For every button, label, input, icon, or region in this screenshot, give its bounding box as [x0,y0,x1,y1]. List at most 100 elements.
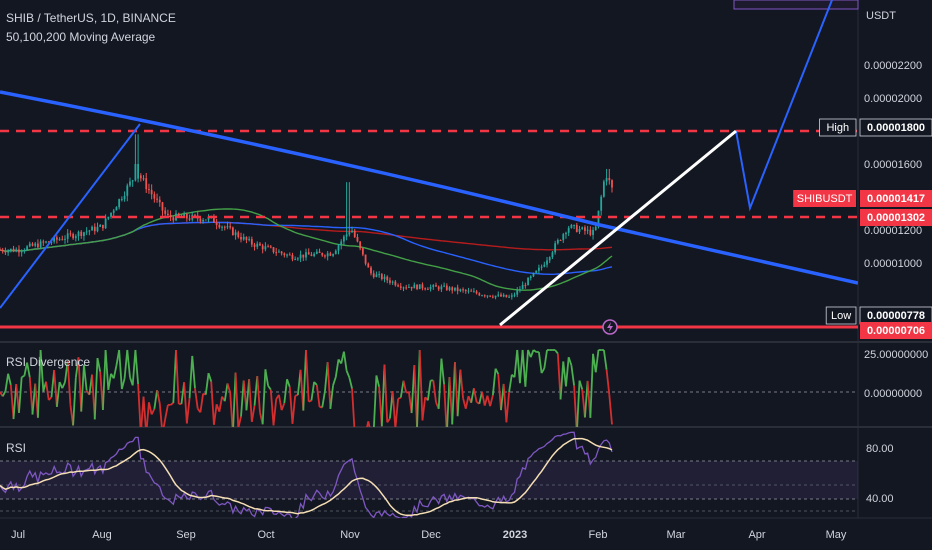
candle[interactable] [242,233,245,241]
candle[interactable] [413,282,416,289]
candle[interactable] [280,250,283,256]
price-tag[interactable]: SHIBUSDT 0.00001417 [793,190,932,207]
candle[interactable] [207,214,210,223]
candle[interactable] [221,225,223,231]
candle[interactable] [586,225,589,235]
candle[interactable] [324,254,326,259]
candle[interactable] [548,256,551,264]
candle[interactable] [454,287,456,292]
candle[interactable] [559,239,562,242]
candle[interactable] [245,236,248,244]
ascending-support-line[interactable] [499,129,737,327]
candle[interactable] [131,179,134,187]
candle[interactable] [426,287,429,290]
candle[interactable] [234,229,237,240]
candle[interactable] [164,207,167,216]
candle[interactable] [345,182,348,241]
price-tag[interactable]: 0.00001302 [860,209,932,226]
candle[interactable] [359,241,362,251]
candle[interactable] [556,238,559,245]
candle[interactable] [310,251,313,257]
candle[interactable] [356,233,359,243]
candle[interactable] [565,231,567,239]
candle[interactable] [39,239,42,249]
candle[interactable] [240,232,242,243]
candle[interactable] [99,224,102,228]
candle[interactable] [451,286,454,294]
price-tag[interactable]: Low 0.00000778 [825,306,932,325]
candle[interactable] [7,249,10,256]
candle[interactable] [264,242,267,252]
candle[interactable] [102,224,104,231]
candle[interactable] [418,284,421,290]
candle[interactable] [134,134,137,182]
candle[interactable] [543,261,546,268]
candle[interactable] [380,273,383,281]
candle[interactable] [340,239,343,250]
candle[interactable] [570,223,573,229]
candle[interactable] [513,292,516,298]
candle[interactable] [139,173,142,182]
candle[interactable] [383,274,386,283]
candle[interactable] [83,231,85,241]
candle[interactable] [296,257,299,261]
candle[interactable] [58,237,61,241]
candle[interactable] [215,219,218,230]
projection-path[interactable] [735,0,833,212]
candle[interactable] [202,217,204,224]
candle[interactable] [529,275,532,281]
candle[interactable] [42,239,45,246]
candle[interactable] [391,280,394,285]
candle[interactable] [47,241,50,243]
candle[interactable] [253,242,256,251]
candle[interactable] [218,222,221,229]
candle[interactable] [467,287,470,294]
candle[interactable] [158,196,161,207]
candle[interactable] [307,248,310,255]
candle[interactable] [329,251,332,257]
candle[interactable] [9,248,12,253]
candle[interactable] [497,291,500,298]
candle[interactable] [129,177,131,188]
candle[interactable] [326,251,329,261]
candle[interactable] [510,293,513,300]
candle[interactable] [305,248,307,261]
candle[interactable] [521,281,524,290]
candle[interactable] [123,191,126,202]
candle[interactable] [527,277,529,286]
candle[interactable] [288,252,291,256]
candle[interactable] [0,247,1,251]
candle[interactable] [120,196,123,202]
candle[interactable] [172,215,175,223]
candle[interactable] [348,182,351,237]
candle[interactable] [64,235,66,244]
candle[interactable] [283,252,286,258]
candle[interactable] [464,289,467,294]
candle[interactable] [275,247,278,256]
candle[interactable] [611,179,613,193]
candle[interactable] [475,289,478,295]
candle[interactable] [148,183,150,194]
candle[interactable] [332,253,334,258]
candle[interactable] [302,254,305,262]
candle[interactable] [605,168,608,186]
candle[interactable] [15,247,18,253]
candle[interactable] [478,292,481,297]
candle[interactable] [399,282,402,291]
candle[interactable] [351,226,353,233]
candle[interactable] [505,294,508,298]
candle[interactable] [23,248,26,254]
candle[interactable] [118,198,121,210]
candle[interactable] [93,223,96,235]
candle[interactable] [567,225,570,237]
candle[interactable] [470,288,473,292]
candle[interactable] [85,227,88,236]
candle[interactable] [213,214,215,223]
candle[interactable] [31,242,34,247]
candle[interactable] [519,286,521,293]
candle[interactable] [175,210,177,222]
candle[interactable] [126,183,129,202]
candle[interactable] [61,235,64,241]
candle[interactable] [532,272,535,278]
